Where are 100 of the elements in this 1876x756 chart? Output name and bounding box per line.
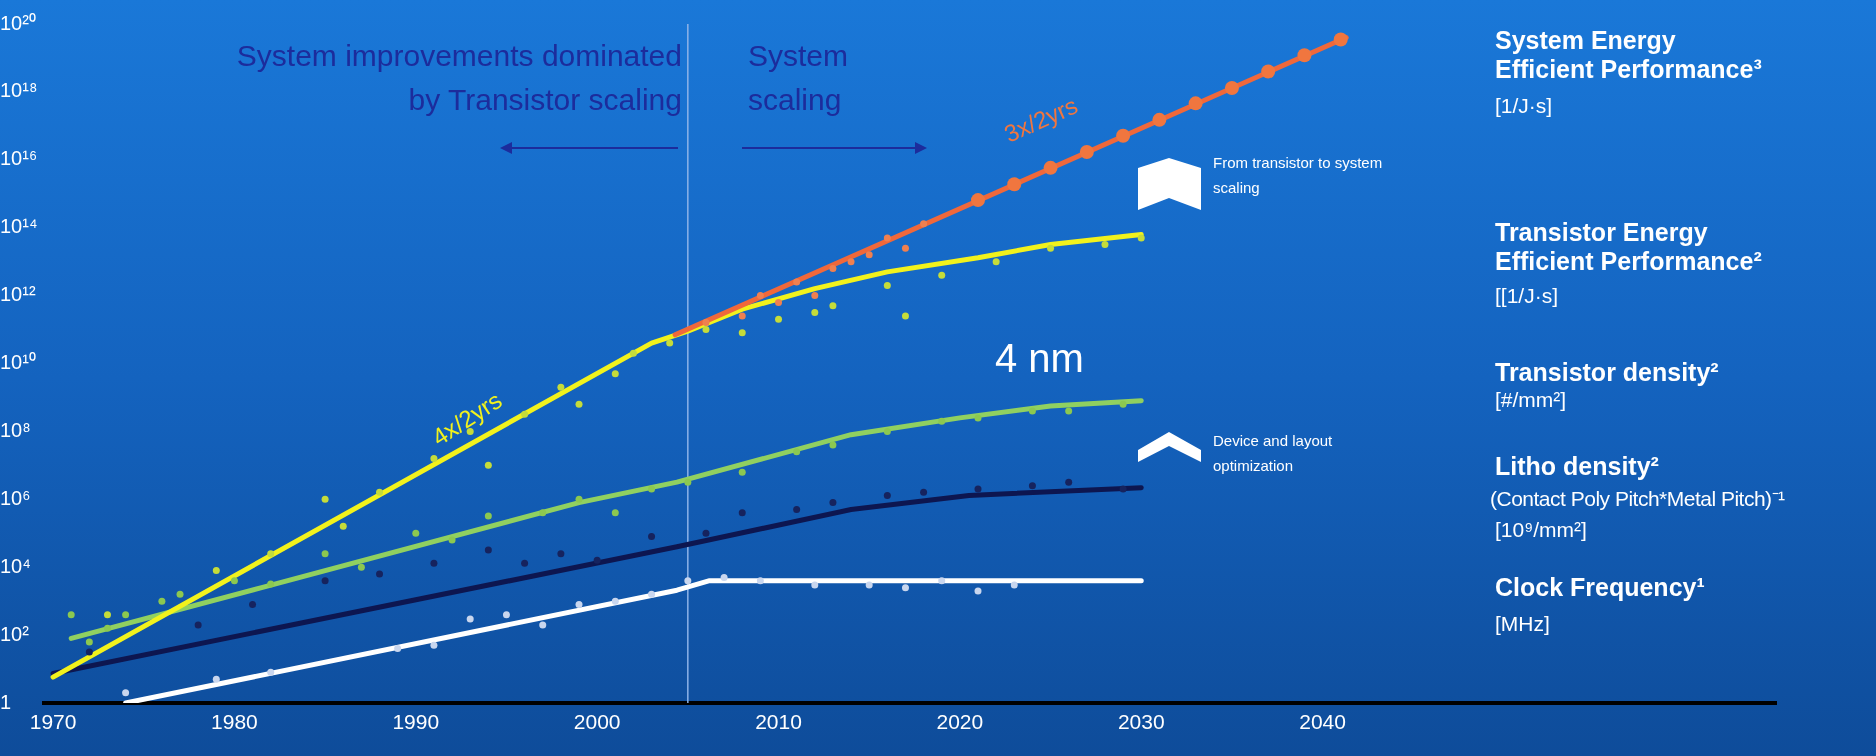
point <box>1101 241 1109 248</box>
point <box>1047 244 1055 252</box>
point <box>829 302 837 310</box>
point <box>1119 485 1127 493</box>
point <box>67 611 75 619</box>
y-tick-label: 10¹⁸ <box>0 79 38 102</box>
point <box>775 298 783 306</box>
point <box>775 315 783 323</box>
point <box>611 370 619 378</box>
point <box>883 491 891 499</box>
point <box>1028 482 1036 490</box>
point <box>521 559 529 567</box>
point <box>865 251 873 259</box>
point <box>1261 64 1276 79</box>
point <box>901 244 909 252</box>
point <box>1007 177 1022 192</box>
point <box>85 648 93 656</box>
y-tick-label: 1 <box>0 690 12 713</box>
text: Litho density² <box>1495 452 1660 481</box>
point <box>539 509 547 517</box>
annotation: [10⁹/mm²] <box>1495 518 1587 542</box>
point <box>974 587 982 595</box>
point <box>793 506 801 514</box>
point <box>394 645 402 653</box>
text: Transistor density² <box>1495 358 1720 387</box>
point <box>557 550 565 558</box>
point <box>811 581 819 589</box>
y-tick-label: 10⁶ <box>0 486 31 509</box>
point <box>557 383 565 391</box>
point <box>992 258 1000 266</box>
x-tick-label: 2000 <box>573 710 621 734</box>
y-tick-label: 10¹⁰ <box>0 351 36 374</box>
point <box>1028 407 1036 415</box>
point <box>666 339 674 347</box>
point <box>430 559 438 567</box>
point <box>629 349 637 357</box>
y-tick-label: 10² <box>0 622 30 645</box>
point <box>539 621 547 629</box>
point <box>466 615 474 623</box>
point <box>938 271 946 279</box>
x-tick-label: 2040 <box>1299 710 1346 734</box>
point <box>267 668 275 676</box>
point <box>974 485 982 493</box>
point <box>811 292 819 300</box>
x-tick-label: 2010 <box>755 710 802 734</box>
point <box>738 509 746 517</box>
point <box>339 522 347 530</box>
point <box>811 308 819 316</box>
point <box>756 577 764 585</box>
y-tick-label: 10¹² <box>0 283 36 306</box>
point <box>738 329 746 337</box>
point <box>702 326 710 334</box>
point <box>267 550 275 558</box>
point <box>1224 81 1239 96</box>
point <box>684 577 692 585</box>
point <box>122 689 130 697</box>
point <box>484 461 492 469</box>
y-tick-label: 10²⁰ <box>0 11 36 34</box>
point <box>230 577 238 585</box>
point <box>738 312 746 320</box>
point <box>684 478 692 486</box>
point <box>267 580 275 588</box>
point <box>430 641 438 649</box>
y-tick-label: 10¹⁶ <box>0 147 38 170</box>
annotation: [#/mm²] <box>1495 388 1567 412</box>
point <box>1137 234 1145 242</box>
point <box>847 258 855 266</box>
point <box>212 675 220 683</box>
point <box>1152 112 1167 127</box>
point <box>103 624 111 632</box>
point <box>883 234 891 242</box>
point <box>938 577 946 585</box>
point <box>1119 400 1127 408</box>
point <box>103 611 111 619</box>
point <box>575 400 583 408</box>
annotation: 4 nm <box>995 336 1084 381</box>
point <box>575 600 583 608</box>
point <box>357 563 365 571</box>
point <box>611 597 619 605</box>
point <box>484 546 492 554</box>
point <box>502 611 510 619</box>
point <box>648 533 656 541</box>
point <box>212 566 220 574</box>
point <box>865 581 873 589</box>
x-tick-label: 2030 <box>1117 710 1165 734</box>
point <box>122 611 130 619</box>
point <box>1010 581 1018 589</box>
annotation: (Contact Poly Pitch*Metal Pitch)⁻¹ <box>1490 486 1785 512</box>
annotation: System scaling <box>748 38 850 118</box>
x-tick-label: 1970 <box>29 710 77 734</box>
point <box>484 512 492 520</box>
point <box>1188 96 1203 111</box>
text: System Energy Efficient Performance³ <box>1495 26 1763 84</box>
point <box>829 441 837 449</box>
point <box>176 590 184 598</box>
point <box>158 597 166 605</box>
x-tick-label: 1980 <box>211 710 258 734</box>
point <box>756 292 764 300</box>
point <box>702 529 710 537</box>
point <box>1065 407 1073 415</box>
